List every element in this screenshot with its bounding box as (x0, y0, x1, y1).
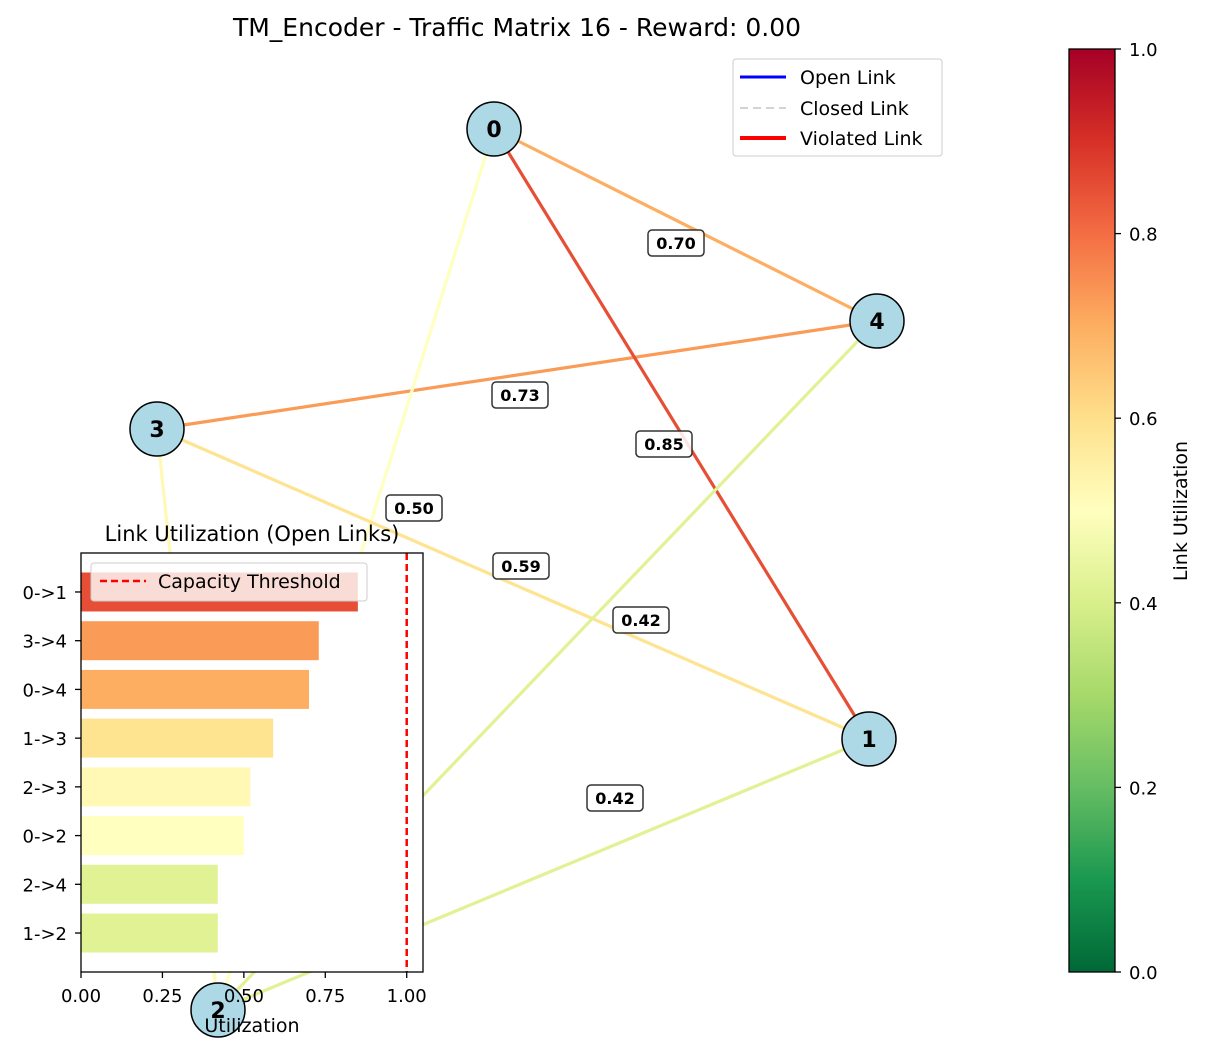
x-tick-label: 0.75 (305, 986, 345, 1007)
edge-3-4 (156, 319, 878, 431)
edge-label-2-4: 0.42 (612, 606, 670, 634)
node-2: 2 (190, 982, 246, 1038)
colorbar-tick-label: 0.4 (1129, 594, 1158, 615)
colorbar: 0.0 0.2 0.4 0.6 0.8 1.0 Link Utilization (1068, 40, 1192, 984)
chart-title: TM_Encoder - Traffic Matrix 16 - Reward:… (232, 13, 801, 42)
edge-label-text: 0.70 (656, 234, 695, 253)
node-4: 4 (849, 293, 905, 349)
inset-axis: 0->1 3->4 0->4 1->3 2->3 0->2 2->4 1->2 0.00 0.25… (23, 583, 427, 1007)
colorbar-tick-label: 0.8 (1129, 225, 1158, 246)
y-tick-label: 2->4 (23, 875, 67, 896)
bar-2->3 (81, 767, 251, 807)
edge-label-box (586, 784, 644, 812)
node-1: 1 (841, 711, 897, 767)
legend-label-violated-link: Violated Link (800, 128, 923, 150)
inset-legend-label: Capacity Threshold (158, 571, 341, 593)
y-tick-label: 0->2 (23, 827, 67, 848)
colorbar-tick-label: 1.0 (1129, 40, 1158, 61)
bar-3->4 (81, 621, 319, 661)
node-circle (466, 101, 522, 157)
node-circle (129, 401, 185, 457)
node-label: 1 (861, 728, 876, 753)
legend-label-closed-link: Closed Link (800, 98, 909, 120)
edge-label-text: 0.50 (394, 499, 433, 518)
y-tick-label: 0->4 (23, 680, 67, 701)
colorbar-tick-label: 0.2 (1129, 778, 1158, 799)
bar-0->2 (81, 816, 244, 856)
bar-1->3 (81, 718, 274, 758)
edge-label-box (612, 606, 670, 634)
edge-label-box (635, 430, 693, 458)
edge-label-box (385, 494, 443, 522)
inset-legend: Capacity Threshold (90, 562, 368, 602)
legend-frame (732, 58, 943, 157)
inset-title: Link Utilization (Open Links) (105, 522, 400, 546)
node-3: 3 (129, 401, 185, 457)
legend-label-open-link: Open Link (800, 67, 896, 89)
edge-label-text: 0.73 (500, 386, 539, 405)
bar-2->4 (81, 864, 218, 904)
legend: Open Link Closed Link Violated Link (732, 58, 943, 157)
network-nodes: 0 1 2 3 4 (129, 101, 905, 1038)
y-tick-label: 1->3 (23, 729, 67, 750)
bar-0->4 (81, 669, 309, 709)
node-label: 3 (149, 418, 164, 443)
inset-bars (81, 572, 358, 953)
bar-1->2 (81, 913, 218, 953)
edge-label-box (492, 552, 550, 580)
edge-label-1-3: 0.59 (492, 552, 550, 580)
edge-label-0-2: 0.50 (385, 494, 443, 522)
network-edge-labels: 0.70 0.73 0.85 0.50 0.59 0.42 0.42 (385, 229, 705, 812)
node-circle (190, 982, 246, 1038)
edge-label-box (491, 381, 549, 409)
edge-0-4 (493, 127, 878, 323)
edge-label-text: 0.85 (644, 435, 683, 454)
y-tick-label: 0->1 (23, 583, 67, 604)
node-0: 0 (466, 101, 522, 157)
y-tick-label: 2->3 (23, 778, 67, 799)
colorbar-ticks: 0.0 0.2 0.4 0.6 0.8 1.0 (1115, 40, 1158, 984)
edge-1-3 (156, 427, 870, 741)
edge-label-text: 0.42 (621, 611, 660, 630)
inset-legend-frame (90, 562, 368, 602)
inset-frame (80, 552, 424, 973)
inset-x-axis-label: Utilization (204, 1015, 299, 1037)
x-tick-label: 0.00 (61, 986, 101, 1007)
inset-bar-chart: Link Utilization (Open Links) 0->13->40-… (23, 522, 427, 1037)
edge-label-0-4: 0.70 (647, 229, 705, 257)
edge-label-text: 0.42 (595, 789, 634, 808)
node-circle (849, 293, 905, 349)
x-tick-label: 1.00 (387, 986, 427, 1007)
inset-background (81, 553, 423, 972)
y-tick-label: 1->2 (23, 924, 67, 945)
node-circle (841, 711, 897, 767)
colorbar-fill (1068, 48, 1116, 973)
node-label: 4 (869, 310, 884, 335)
edge-label-1-2: 0.42 (586, 784, 644, 812)
edge-label-0-1: 0.85 (635, 430, 693, 458)
colorbar-label: Link Utilization (1170, 441, 1192, 581)
x-tick-label: 0.50 (224, 986, 264, 1007)
edge-label-3-4: 0.73 (491, 381, 549, 409)
x-tick-label: 0.25 (142, 986, 182, 1007)
y-tick-label: 3->4 (23, 632, 67, 653)
colorbar-tick-label: 0.0 (1129, 963, 1158, 984)
node-label: 0 (486, 118, 501, 143)
edge-label-box (647, 229, 705, 257)
edge-label-text: 0.59 (501, 557, 540, 576)
node-label: 2 (210, 999, 225, 1024)
colorbar-tick-label: 0.6 (1129, 409, 1158, 430)
